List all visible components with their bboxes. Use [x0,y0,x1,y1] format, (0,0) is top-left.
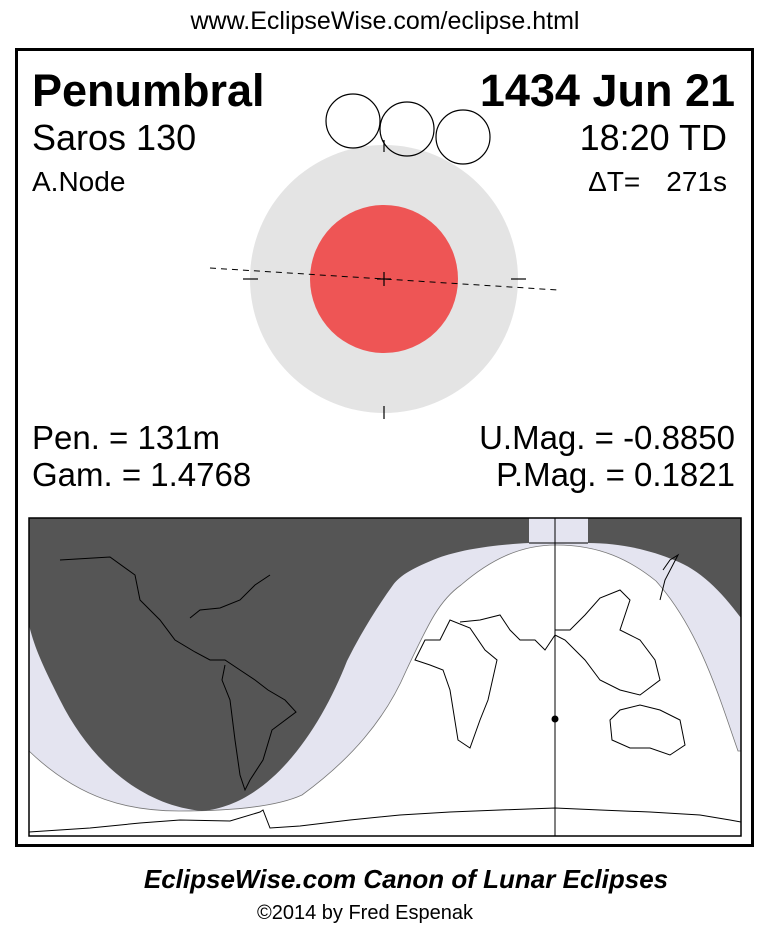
penumbral-magnitude: P.Mag. = 0.1821 [496,456,735,493]
night-zone-east [588,518,741,618]
diagram-frame [15,48,754,847]
gamma: Gam. = 1.4768 [32,456,252,493]
visibility-map [28,517,742,837]
delta-t-value: 271s [666,166,727,197]
footer-copyright: ©2014 by Fred Espenak [257,902,473,924]
eclipse-time: 18:20 TD [579,117,727,158]
eclipse-geometry [209,93,559,419]
eclipse-date: 1434 Jun 21 [479,65,735,116]
continent-coastlines [59,553,686,792]
antarctica-coast [29,807,741,833]
delta-t: ΔT= 271s [588,168,727,196]
night-zone-west [29,518,529,811]
ecliptic-line [209,267,559,291]
moon-last-contact [435,109,491,165]
umbral-magnitude: U.Mag. = -0.8850 [479,419,735,456]
site-url[interactable]: www.EclipseWise.com/eclipse.html [190,7,580,35]
saros-number: Saros 130 [32,117,197,158]
footer-title: EclipseWise.com Canon of Lunar Eclipses [143,864,669,894]
sub-lunar-point [551,715,559,723]
axis-ticks [243,140,526,419]
eclipse-type: Penumbral [32,65,265,116]
moon-first-contact [325,93,381,149]
delta-t-label: ΔT= [588,166,641,197]
penumbral-duration: Pen. = 131m [32,419,221,456]
node: A.Node [32,166,126,197]
moon-greatest-eclipse [379,101,435,157]
map-border [28,517,742,837]
